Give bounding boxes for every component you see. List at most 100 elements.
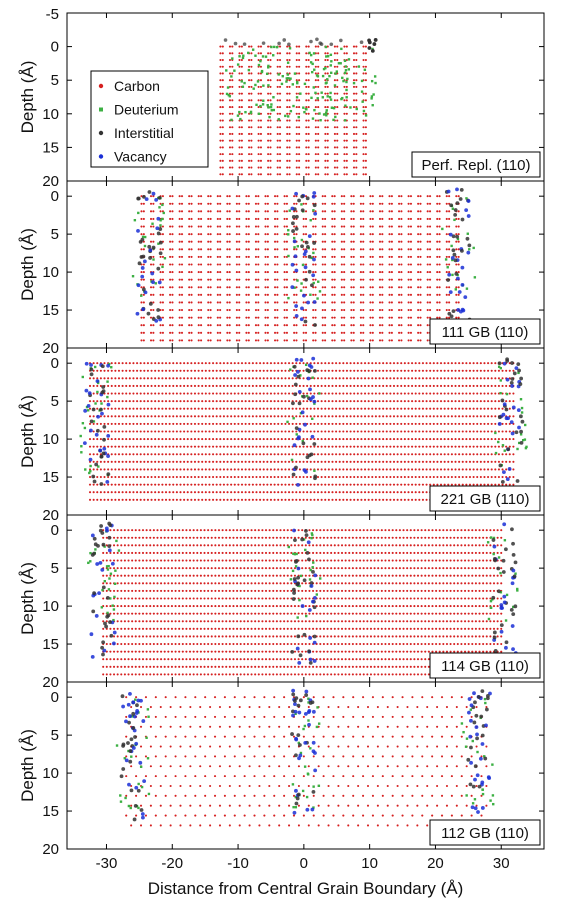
carbon-atom bbox=[209, 316, 212, 319]
carbon-atom bbox=[396, 430, 399, 433]
carbon-atom bbox=[96, 384, 99, 388]
carbon-atom bbox=[326, 146, 329, 149]
carbon-atom bbox=[465, 453, 468, 456]
carbon-atom bbox=[257, 217, 260, 220]
carbon-atom bbox=[164, 476, 168, 479]
carbon-atom bbox=[188, 293, 191, 296]
interstitial-atom bbox=[102, 424, 107, 429]
carbon-atom bbox=[400, 316, 403, 319]
carbon-atom bbox=[208, 453, 211, 456]
carbon-atom bbox=[501, 438, 504, 441]
carbon-atom bbox=[314, 217, 317, 220]
carbon-atom bbox=[302, 301, 305, 304]
carbon-atom bbox=[142, 301, 145, 304]
carbon-atom bbox=[201, 483, 204, 486]
carbon-atom bbox=[209, 248, 212, 251]
carbon-atom bbox=[447, 476, 450, 479]
carbon-atom bbox=[400, 225, 403, 228]
carbon-atom bbox=[353, 400, 356, 403]
carbon-atom bbox=[385, 498, 388, 501]
carbon-atom bbox=[381, 286, 384, 289]
carbon-atom bbox=[128, 392, 131, 395]
carbon-atom bbox=[396, 498, 399, 501]
carbon-atom bbox=[207, 233, 210, 236]
carbon-atom bbox=[208, 384, 211, 388]
carbon-atom bbox=[267, 119, 270, 122]
carbon-atom bbox=[327, 445, 330, 448]
carbon-atom bbox=[209, 301, 212, 304]
carbon-atom bbox=[175, 453, 178, 456]
vacancy-site bbox=[83, 408, 88, 413]
carbon-atom bbox=[421, 498, 424, 501]
carbon-atom bbox=[288, 173, 291, 176]
carbon-atom bbox=[216, 217, 219, 220]
deuterium-atom bbox=[524, 446, 528, 450]
carbon-atom bbox=[414, 384, 417, 388]
carbon-atom bbox=[421, 400, 424, 403]
carbon-atom bbox=[267, 79, 270, 82]
carbon-atom bbox=[359, 301, 362, 304]
carbon-atom bbox=[237, 476, 240, 479]
carbon-atom bbox=[454, 460, 457, 463]
carbon-atom bbox=[317, 166, 320, 169]
deuterium-atom bbox=[228, 95, 232, 98]
carbon-atom bbox=[169, 286, 172, 289]
carbon-atom bbox=[188, 195, 191, 198]
carbon-atom bbox=[240, 72, 243, 75]
carbon-atom bbox=[215, 430, 218, 433]
carbon-atom bbox=[186, 468, 189, 471]
deuterium-atom bbox=[287, 77, 290, 80]
carbon-atom bbox=[419, 210, 422, 213]
carbon-atom bbox=[269, 132, 272, 136]
carbon-atom bbox=[139, 460, 142, 463]
carbon-atom bbox=[288, 72, 291, 75]
carbon-atom bbox=[414, 453, 417, 456]
carbon-atom bbox=[353, 468, 356, 471]
carbon-atom bbox=[429, 309, 432, 312]
carbon-atom bbox=[226, 240, 229, 243]
carbon-atom bbox=[200, 240, 203, 243]
carbon-atom bbox=[448, 248, 451, 251]
carbon-atom bbox=[235, 324, 238, 327]
carbon-atom bbox=[324, 79, 327, 82]
carbon-atom bbox=[320, 392, 323, 395]
carbon-atom bbox=[335, 384, 338, 388]
carbon-atom bbox=[295, 248, 298, 251]
carbon-atom bbox=[186, 415, 189, 418]
vacancy-site bbox=[290, 206, 295, 211]
carbon-atom bbox=[247, 195, 250, 198]
carbon-atom bbox=[107, 460, 110, 463]
carbon-atom bbox=[483, 476, 486, 479]
carbon-atom bbox=[161, 498, 164, 501]
carbon-atom bbox=[385, 384, 388, 388]
carbon-atom bbox=[353, 377, 356, 380]
carbon-atom bbox=[110, 369, 113, 372]
carbon-atom bbox=[228, 166, 232, 169]
carbon-atom bbox=[447, 453, 450, 456]
carbon-atom bbox=[331, 369, 334, 372]
carbon-atom bbox=[212, 422, 215, 425]
carbon-atom bbox=[207, 240, 210, 243]
carbon-atom bbox=[494, 415, 497, 418]
carbon-atom bbox=[378, 293, 382, 296]
carbon-atom bbox=[476, 392, 479, 395]
carbon-atom bbox=[418, 392, 421, 395]
carbon-atom bbox=[304, 217, 308, 220]
carbon-atom bbox=[273, 255, 277, 258]
carbon-atom bbox=[212, 483, 215, 486]
carbon-atom bbox=[419, 301, 422, 304]
carbon-atom bbox=[284, 362, 287, 365]
carbon-atom bbox=[215, 362, 218, 365]
carbon-atom bbox=[175, 392, 178, 395]
carbon-atom bbox=[114, 407, 117, 410]
carbon-atom bbox=[345, 476, 349, 479]
carbon-atom bbox=[114, 400, 117, 403]
carbon-atom bbox=[257, 309, 260, 312]
carbon-atom bbox=[207, 316, 210, 319]
carbon-atom bbox=[235, 263, 238, 266]
carbon-atom bbox=[245, 240, 248, 243]
carbon-atom bbox=[436, 377, 439, 380]
carbon-atom bbox=[228, 72, 232, 75]
carbon-atom bbox=[110, 422, 113, 425]
